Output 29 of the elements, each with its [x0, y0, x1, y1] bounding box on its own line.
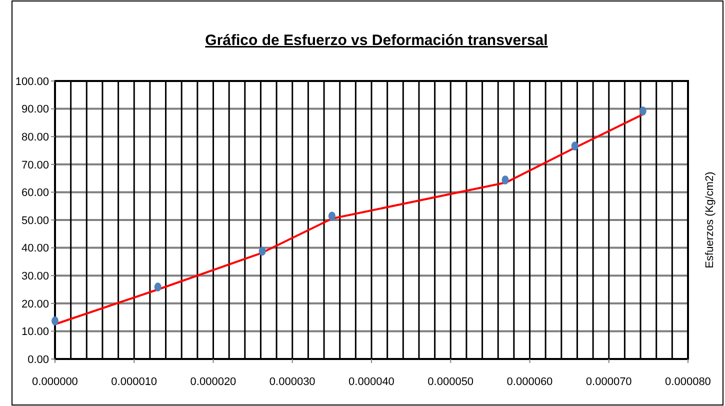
x-tick-label: 0.000060	[506, 376, 553, 388]
y-tick-label: 10.00	[21, 326, 49, 338]
y-tick-label: 80.00	[21, 131, 49, 144]
x-tick-label: 0.000000	[32, 376, 78, 388]
x-tick-label: 0.000020	[190, 376, 236, 388]
y-tick-label: 40.00	[21, 242, 49, 255]
y-tick-label: 20.00	[21, 298, 49, 310]
y-tick-label: 30.00	[21, 270, 49, 282]
point	[502, 175, 509, 184]
y-tick-label: 50.00	[21, 214, 49, 227]
x-tick-label: 0.000050	[428, 376, 474, 388]
chart-title: Gráfico de Esfuerzo vs Deformación transversal	[205, 32, 548, 49]
y-tick-label: 70.00	[21, 159, 49, 172]
x-tick-label: 0.000030	[269, 376, 316, 388]
x-tick-label: 0.000040	[348, 376, 394, 388]
point	[258, 246, 266, 256]
x-tick-label: 0.000080	[665, 376, 711, 388]
y-axis-title: Esfuerzos (Kg/cm2)	[704, 172, 716, 268]
y-tick-label: 100.00	[15, 76, 49, 88]
point	[571, 142, 578, 151]
point	[328, 212, 336, 221]
x-tick-label: 0.000070	[586, 376, 632, 388]
y-tick-label: 90.00	[21, 104, 49, 116]
point	[52, 316, 58, 326]
point	[639, 106, 646, 116]
y-tick-label: 0.00	[28, 354, 49, 366]
point	[154, 282, 162, 292]
y-tick-label: 60.00	[21, 187, 49, 200]
x-tick-label: 0.000010	[111, 376, 158, 388]
